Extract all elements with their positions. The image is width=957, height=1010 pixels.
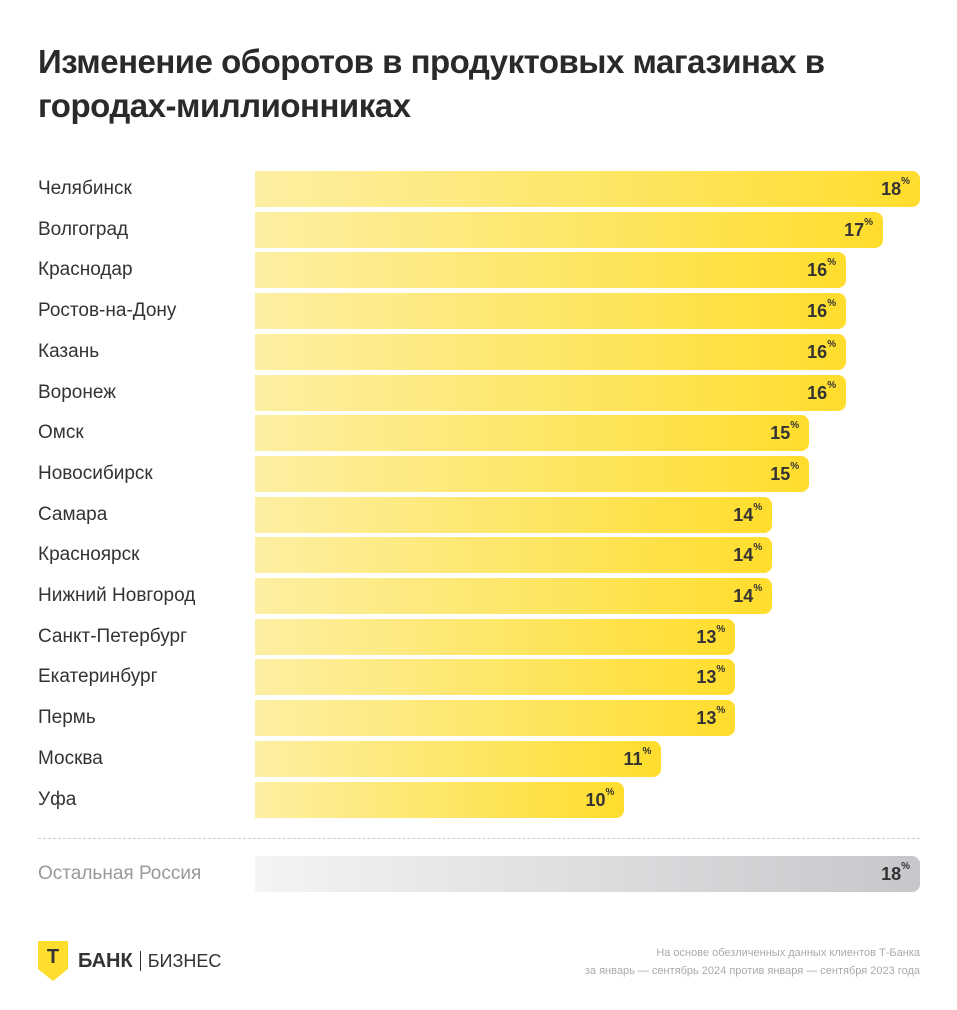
data-label-unit: % bbox=[716, 705, 726, 717]
category-label: Пермь bbox=[38, 707, 96, 729]
bar: 15% bbox=[255, 415, 810, 452]
data-label: 13% bbox=[696, 659, 725, 695]
category-label: Воронеж bbox=[38, 381, 116, 403]
source-note-line1: На основе обезличенных данных клиентов Т… bbox=[656, 947, 920, 959]
bar: 18% bbox=[255, 171, 920, 207]
category-label: Красноярск bbox=[38, 544, 140, 566]
data-label-unit: % bbox=[864, 216, 874, 228]
source-note: На основе обезличенных данных клиентов Т… bbox=[585, 944, 920, 980]
logo: Т БАНК БИЗНЕС bbox=[38, 941, 221, 981]
data-label-value: 14 bbox=[733, 504, 754, 525]
data-label-unit: % bbox=[753, 542, 763, 554]
logo-shield-icon: Т bbox=[38, 941, 68, 981]
data-label-value: 13 bbox=[696, 667, 717, 688]
reference-bar: 18% bbox=[255, 856, 920, 892]
bar: 16% bbox=[255, 293, 847, 330]
reference-label: Остальная Россия bbox=[38, 863, 202, 884]
chart-title: Изменение оборотов в продуктовых магазин… bbox=[38, 43, 825, 124]
bar: 16% bbox=[255, 374, 847, 411]
source-note-line2: за январь — сентябрь 2024 против января … bbox=[584, 965, 920, 977]
data-label-unit: % bbox=[642, 745, 652, 757]
data-label-value: 14 bbox=[733, 586, 754, 606]
data-label-value: 16 bbox=[807, 301, 828, 322]
data-label: 15% bbox=[770, 456, 799, 492]
data-label: 15% bbox=[770, 415, 799, 451]
category-label: Челябинск bbox=[38, 178, 132, 199]
data-label: 18% bbox=[881, 171, 910, 207]
data-label-unit: % bbox=[901, 176, 910, 187]
bar: 14% bbox=[255, 496, 773, 533]
data-label: 18% bbox=[881, 856, 910, 892]
bar: 15% bbox=[255, 455, 810, 492]
category-label: Краснодар bbox=[38, 259, 133, 281]
category-label: Волгоград bbox=[38, 218, 129, 240]
data-label: 11% bbox=[623, 741, 651, 777]
data-label-unit: % bbox=[827, 338, 837, 350]
data-label-unit: % bbox=[901, 861, 910, 872]
category-label: Нижний Новгород bbox=[38, 585, 196, 606]
category-label: Новосибирск bbox=[38, 462, 153, 484]
data-label-value: 14 bbox=[733, 545, 754, 566]
bar: 13% bbox=[255, 659, 736, 696]
logo-separator bbox=[139, 951, 141, 971]
bar: 14% bbox=[255, 578, 773, 614]
data-label: 17% bbox=[844, 212, 873, 248]
data-label: 14% bbox=[733, 537, 762, 573]
data-label: 16% bbox=[807, 252, 836, 288]
data-label-unit: % bbox=[790, 460, 800, 472]
category-label: Ростов-на-Дону bbox=[38, 300, 177, 322]
bar: 14% bbox=[255, 537, 773, 574]
data-label-value: 18 bbox=[881, 864, 902, 884]
data-label-value: 13 bbox=[696, 708, 717, 729]
data-label: 13% bbox=[696, 619, 725, 655]
data-label: 14% bbox=[733, 497, 762, 533]
data-label-value: 15 bbox=[770, 463, 791, 484]
data-label-unit: % bbox=[716, 623, 726, 635]
data-label-unit: % bbox=[790, 420, 800, 432]
category-label: Казань bbox=[38, 340, 100, 362]
data-label-value: 16 bbox=[807, 382, 828, 403]
data-label-unit: % bbox=[827, 298, 837, 310]
data-label-value: 18 bbox=[881, 179, 902, 199]
data-label-value: 17 bbox=[844, 219, 865, 240]
data-label-unit: % bbox=[827, 379, 837, 391]
data-label-value: 15 bbox=[770, 423, 791, 444]
category-label: Омск bbox=[38, 422, 84, 444]
bar: 13% bbox=[255, 618, 736, 655]
data-label-value: 13 bbox=[696, 626, 717, 647]
data-label-unit: % bbox=[827, 257, 837, 269]
logo-brand: БАНК bbox=[78, 949, 133, 972]
data-label: 10% bbox=[586, 782, 615, 818]
category-label: Москва bbox=[38, 747, 103, 769]
data-label-value: 16 bbox=[807, 341, 828, 362]
data-label: 16% bbox=[807, 293, 836, 329]
data-label-unit: % bbox=[716, 664, 726, 676]
category-label: Екатеринбург bbox=[38, 666, 158, 688]
data-label-value: 11 bbox=[623, 748, 643, 769]
divider bbox=[38, 838, 920, 839]
data-label: 16% bbox=[807, 375, 836, 411]
bar: 16% bbox=[255, 252, 847, 289]
bar: 17% bbox=[255, 211, 884, 248]
data-label: 14% bbox=[733, 578, 762, 614]
data-label: 16% bbox=[807, 334, 836, 370]
data-label-value: 16 bbox=[807, 260, 828, 281]
data-label: 13% bbox=[696, 700, 725, 736]
bar: 10% bbox=[255, 781, 625, 818]
data-label-unit: % bbox=[605, 786, 615, 798]
bar: 11% bbox=[255, 740, 662, 777]
data-label-value: 10 bbox=[585, 789, 606, 810]
logo-sub: БИЗНЕС bbox=[147, 950, 222, 971]
category-label: Самара bbox=[38, 503, 108, 525]
data-label-unit: % bbox=[753, 583, 763, 594]
bar: 16% bbox=[255, 333, 847, 370]
category-label: Уфа bbox=[38, 788, 77, 810]
bar: 13% bbox=[255, 700, 736, 737]
category-label: Санкт-Петербург bbox=[38, 625, 188, 647]
data-label-unit: % bbox=[753, 501, 763, 513]
